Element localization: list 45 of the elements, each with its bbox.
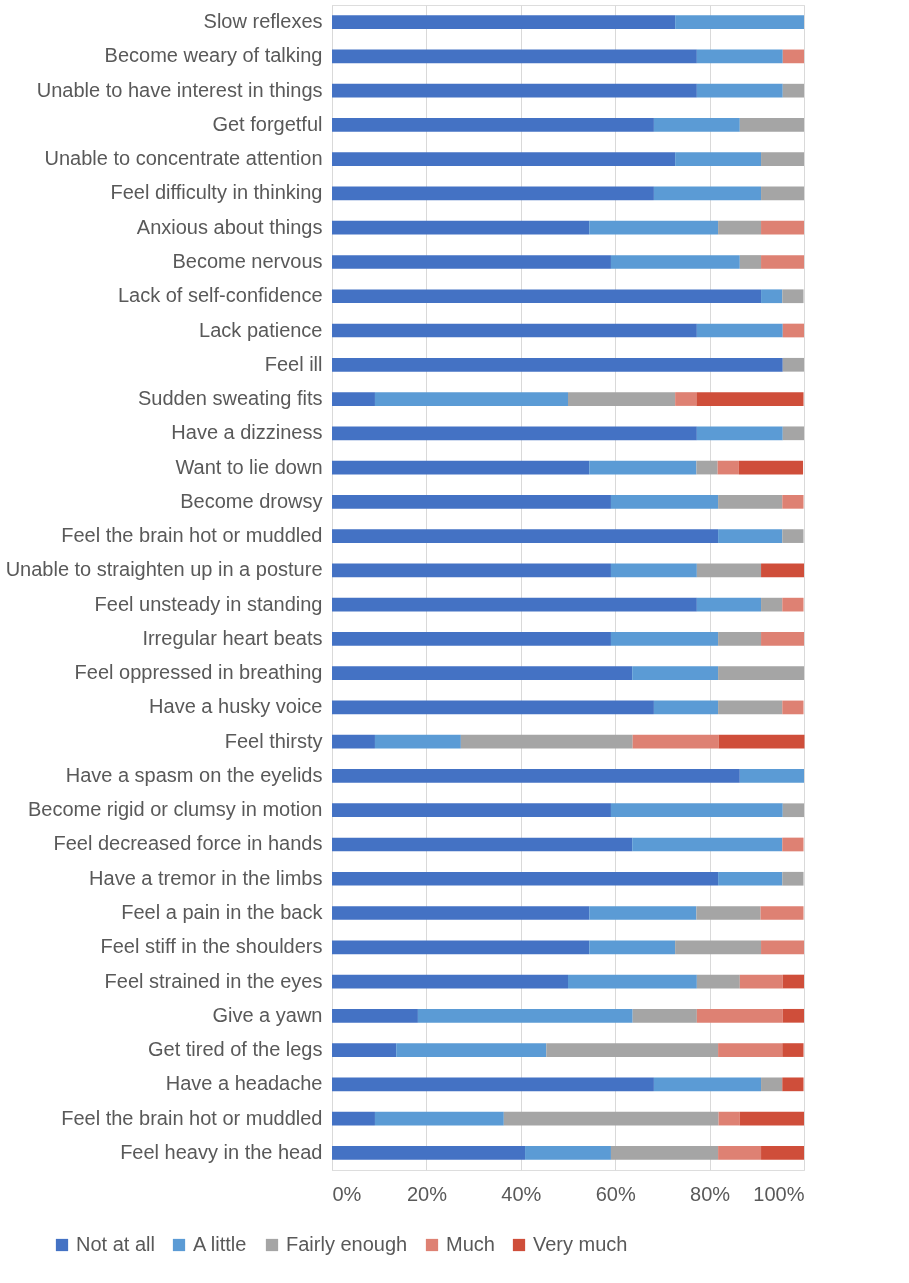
x-tick-label: 80% (690, 1182, 731, 1205)
y-tick-label: Get forgetful (212, 112, 323, 135)
y-tick-label: Slow reflexes (203, 10, 323, 33)
x-tick-label: 20% (406, 1182, 448, 1205)
x-tick-label: 100% (753, 1182, 805, 1205)
y-tick-label: Lack patience (199, 318, 323, 341)
y-tick-label: Feel difficulty in thinking (110, 181, 323, 204)
y-tick-label: Anxious about things (136, 215, 323, 238)
y-tick-label: Have a tremor in the limbs (89, 866, 323, 889)
y-tick-label: Have a spasm on the eyelids (65, 763, 323, 786)
y-tick-label: Feel unsteady in standing (94, 592, 323, 615)
y-tick-label: Want to lie down (175, 455, 323, 478)
y-tick-label: Have a headache (165, 1072, 323, 1095)
y-tick-label: Become rigid or clumsy in motion (27, 798, 323, 821)
x-tick-label: 40% (501, 1182, 542, 1205)
y-tick-label: Irregular heart beats (142, 626, 323, 649)
y-tick-label: Become drowsy (180, 489, 323, 512)
y-tick-label: Have a husky voice (149, 695, 323, 718)
y-tick-label: Feel strained in the eyes (104, 969, 323, 992)
y-tick-label: Become nervous (172, 249, 323, 272)
y-tick-label: Feel the brain hot or muddled (61, 524, 323, 547)
y-tick-label: Lack of self-confidence (117, 284, 323, 307)
y-tick-label: Feel decreased force in hands (53, 832, 323, 855)
y-tick-label: Unable to have interest in things (36, 78, 323, 101)
y-tick-label: Unable to straighten up in a posture (5, 558, 323, 581)
legend-label: Fairly enough (286, 1233, 408, 1255)
legend-label: Not at all (76, 1233, 155, 1255)
y-tick-label: Feel a pain in the back (121, 901, 324, 924)
y-tick-label: Feel oppressed in breathing (74, 661, 323, 684)
y-tick-label: Feel the brain hot or muddled (61, 1106, 323, 1129)
y-tick-label: Get tired of the legs (147, 1038, 323, 1061)
y-tick-label: Unable to concentrate attention (44, 147, 323, 170)
x-tick-label: 0% (332, 1182, 362, 1205)
legend-label: Very much (533, 1233, 628, 1255)
legend-label: Much (446, 1233, 495, 1255)
y-tick-label: Feel heavy in the head (120, 1140, 323, 1163)
legend-label: A little (193, 1233, 247, 1255)
y-tick-label: Sudden sweating fits (137, 387, 323, 410)
x-tick-label: 60% (595, 1182, 636, 1205)
y-tick-label: Have a dizziness (171, 421, 323, 444)
y-tick-label: Feel ill (264, 352, 323, 375)
y-tick-label: Feel stiff in the shoulders (100, 935, 323, 958)
y-tick-label: Become weary of talking (104, 44, 323, 67)
y-tick-label: Feel thirsty (224, 729, 323, 752)
y-tick-label: Give a yawn (212, 1003, 323, 1026)
